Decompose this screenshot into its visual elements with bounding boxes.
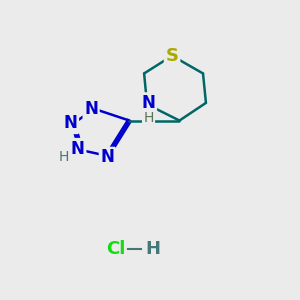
Text: N: N (71, 140, 85, 158)
Text: N: N (64, 115, 77, 133)
Text: H: H (58, 150, 69, 164)
Text: N: N (100, 148, 114, 166)
Text: H: H (146, 240, 160, 258)
Text: H: H (143, 112, 154, 125)
Text: N: N (84, 100, 98, 118)
Text: S: S (166, 47, 178, 65)
Text: N: N (142, 94, 155, 112)
Text: Cl: Cl (106, 240, 126, 258)
